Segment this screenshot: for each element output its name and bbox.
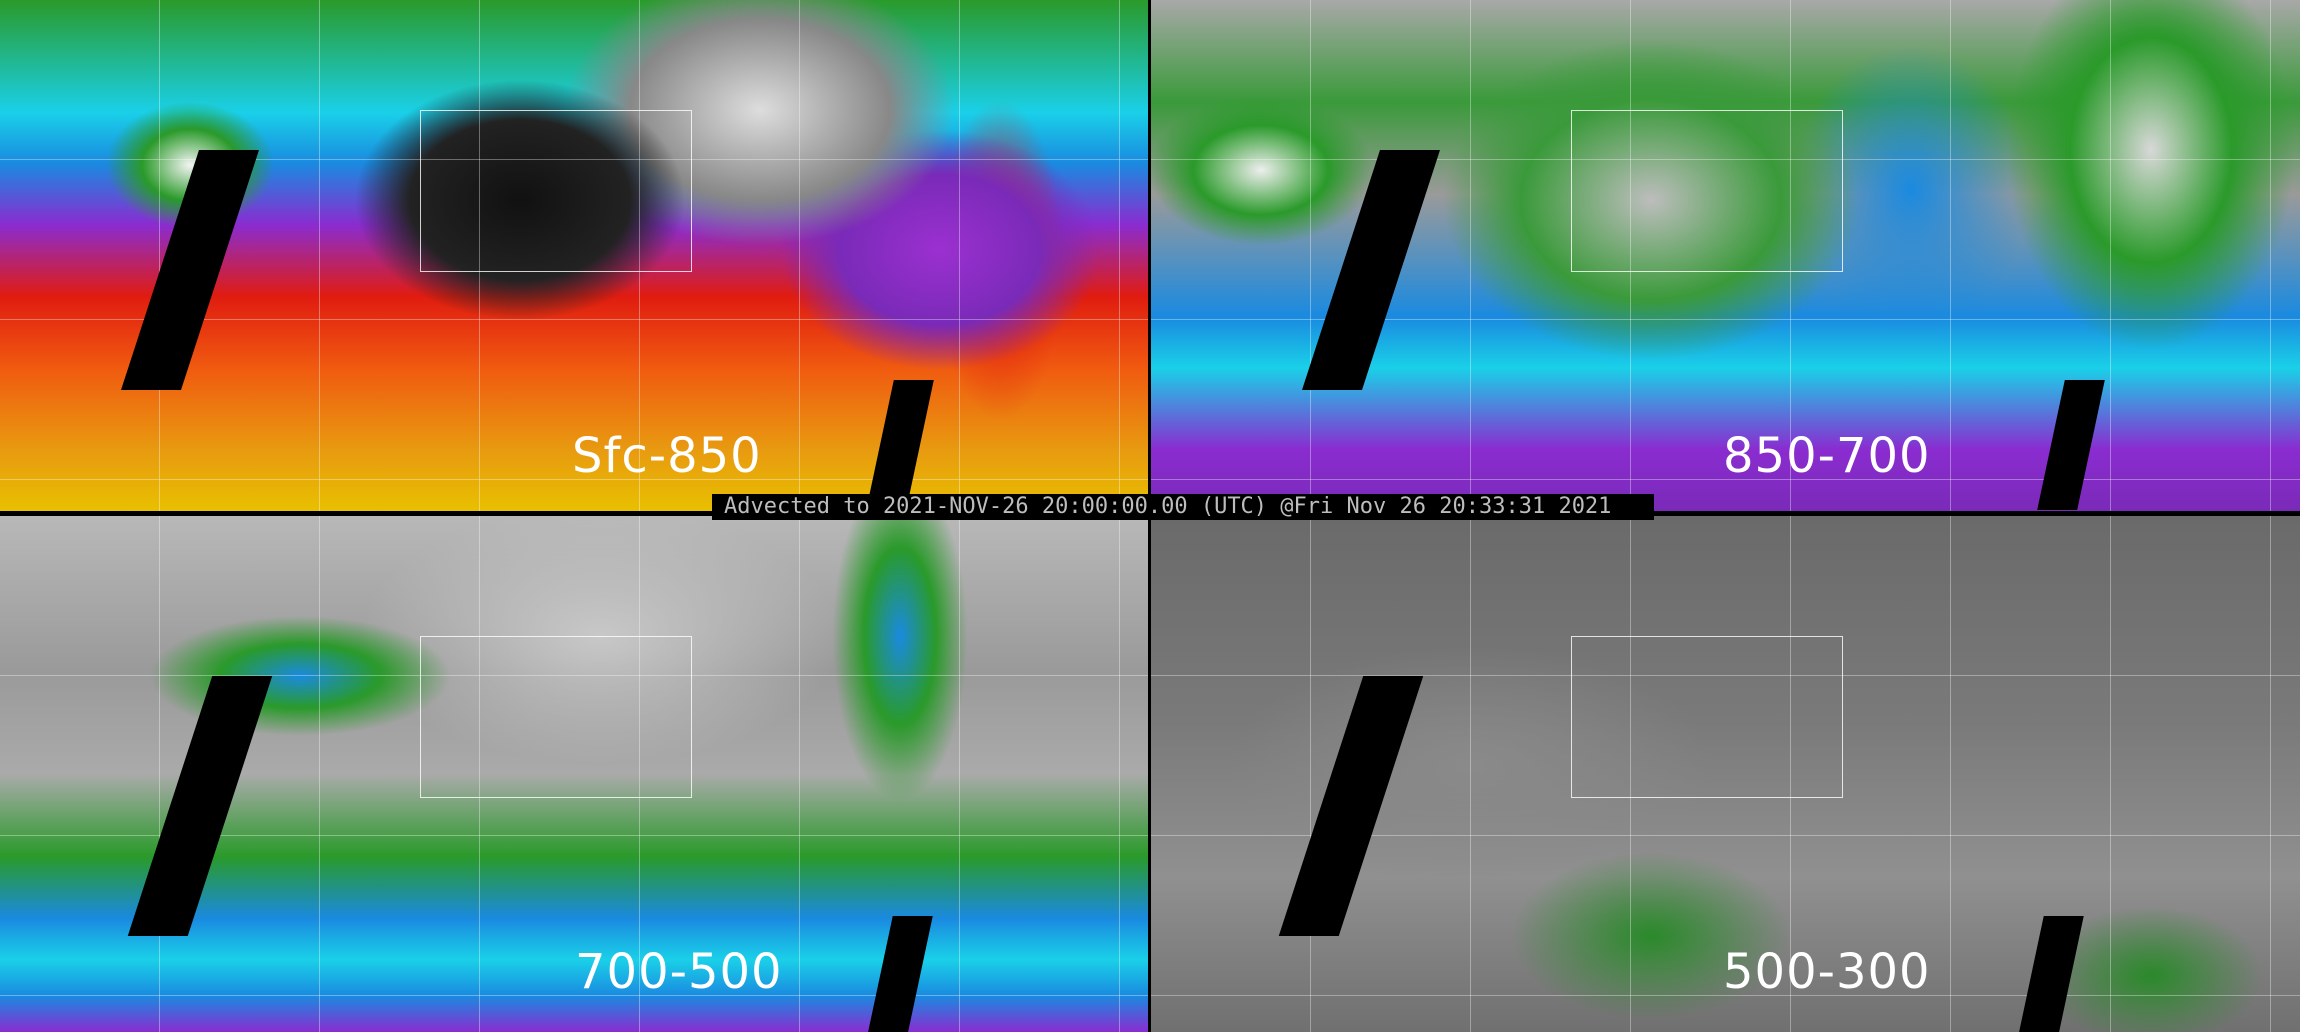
panel-label: 850-700 <box>1723 428 1931 484</box>
us-state-borders <box>1571 636 1843 798</box>
panel-label: 500-300 <box>1723 944 1931 1000</box>
panel-500-300: 500-300 <box>1151 516 2300 1032</box>
panel-label: 700-500 <box>575 944 783 1000</box>
panel-sfc-850: Sfc-850 <box>0 0 1148 511</box>
panel-label: Sfc-850 <box>572 428 762 484</box>
panel-700-500: 700-500 <box>0 516 1148 1032</box>
us-state-borders <box>420 636 692 798</box>
panel-850-700: 850-700 <box>1151 0 2300 511</box>
us-state-borders <box>420 110 692 272</box>
us-state-borders <box>1571 110 1843 272</box>
lat-lon-grid <box>1151 0 2300 511</box>
timestamp-caption: Advected to 2021-NOV-26 20:00:00.00 (UTC… <box>712 494 1654 520</box>
